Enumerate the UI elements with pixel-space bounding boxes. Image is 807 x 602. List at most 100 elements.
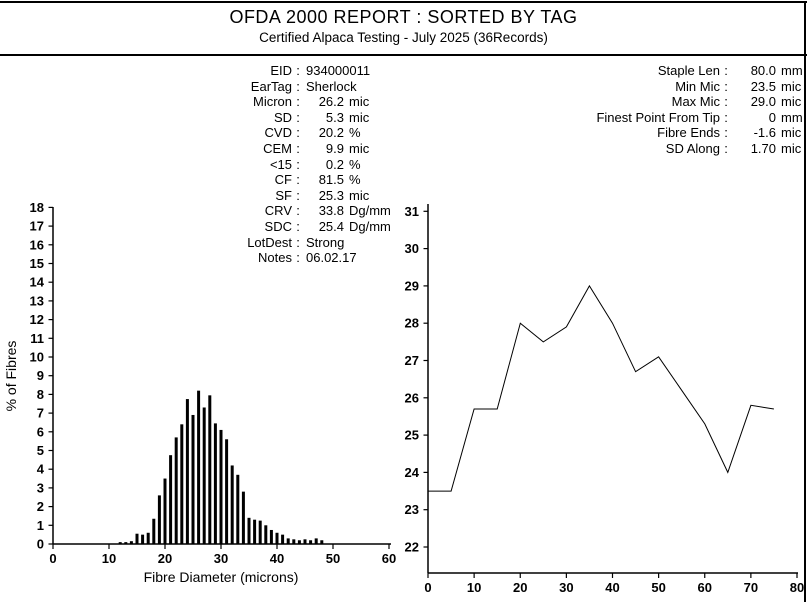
stat-label: Micron (252, 94, 292, 110)
sample-stat-row: Notes:06.02.17 (120, 250, 391, 266)
stat-colon: : (296, 234, 300, 250)
stat-label: Max Mic (671, 94, 720, 110)
x-tick-label: 10 (467, 580, 481, 595)
stat-colon: : (296, 218, 300, 234)
stat-unit: mic (781, 140, 802, 156)
histogram-bar (191, 414, 195, 544)
stat-colon: : (296, 109, 300, 125)
stat-value: 81.5 (318, 172, 344, 188)
sample-stat-row: SDC: 25.4 Dg/mm (120, 219, 391, 235)
y-tick-label: 24 (405, 465, 420, 480)
stat-label: Min Mic (675, 78, 720, 94)
sample-stat-row: CF: 81.5% (120, 172, 391, 188)
micron-along-staple-chart: 22 23 24 25 26 27 28 29 30 31 0 10 20 30 40 50 60 70 80 (405, 204, 805, 595)
stat-colon: : (296, 63, 300, 78)
stat-value: 80.0 (750, 63, 776, 78)
histogram-bar (253, 519, 257, 544)
histogram-bar (219, 429, 223, 544)
stat-value: 934000011 (306, 63, 371, 78)
stat-colon: : (296, 187, 300, 203)
histogram-bar (208, 395, 212, 544)
histogram-bar (124, 542, 128, 544)
sample-stats-block: EID:934000011 EarTag: Sherlock Micron:26.2 m… (120, 63, 391, 266)
histogram-bar (202, 407, 206, 544)
stat-label: Staple Len (657, 63, 720, 78)
x-tick-label: 50 (651, 580, 665, 595)
histogram-bar (258, 520, 262, 544)
histogram-bar (185, 399, 189, 544)
histogram-bar (241, 491, 245, 544)
y-tick-label: 25 (405, 428, 419, 443)
histogram-bar (264, 525, 268, 544)
stat-label: CEM (263, 140, 292, 156)
x-tick-label: 10 (102, 551, 116, 566)
x-tick-label: 40 (270, 551, 284, 566)
stat-value: 06.02.17 (306, 250, 357, 266)
x-tick-label: 0 (49, 551, 56, 566)
stat-label: <15 (269, 156, 292, 172)
x-tick-label: 0 (424, 580, 431, 595)
stat-value: Sherlock (306, 78, 357, 94)
x-tick-label: 20 (513, 580, 527, 595)
x-tick-label: 50 (326, 551, 340, 566)
staple-stat-row: Min Mic: 23.5 mic (552, 79, 803, 95)
stat-value: 0.2 (325, 156, 344, 172)
stat-unit: % (349, 156, 361, 172)
stat-unit: % (349, 172, 361, 188)
histogram-bar (163, 478, 167, 544)
y-tick-label: 31 (405, 204, 419, 219)
histogram-bar (169, 455, 173, 544)
stat-value: -1.6 (753, 125, 776, 141)
histogram-bar (118, 542, 122, 544)
stat-value: 25.4 (318, 218, 344, 234)
stat-colon: : (296, 78, 300, 94)
sample-stat-row: CRV: 33.8 Dg/mm (120, 203, 391, 219)
y-tick-label: 16 (30, 237, 44, 252)
histogram-bar (213, 423, 217, 544)
histogram-bar (247, 517, 251, 544)
stat-value: 5.3 (325, 109, 344, 125)
stat-unit: mm (781, 63, 803, 78)
y-tick-label: 7 (37, 406, 44, 421)
report-header: OFDA 2000 REPORT : SORTED BY TAG Certifi… (0, 5, 807, 47)
staple-stats-block: Staple Len: 80.0 mm Min Mic:23.5 mic Max Mic:… (552, 63, 803, 157)
stat-value: 9.9 (325, 140, 344, 156)
y-tick-label: 10 (30, 350, 44, 365)
histogram-bar (129, 541, 133, 544)
stat-unit: mic (349, 109, 370, 125)
y-axis-title: % of Fibres (3, 341, 19, 412)
y-tick-label: 26 (405, 390, 419, 405)
stat-label: LotDest (247, 234, 292, 250)
stat-unit: mic (349, 94, 370, 110)
stat-label: SF (275, 187, 292, 203)
histogram-bar (152, 518, 156, 544)
stat-value: 20.2 (318, 125, 344, 141)
stat-colon: : (724, 63, 728, 78)
y-tick-label: 1 (37, 518, 44, 533)
x-tick-label: 20 (158, 551, 172, 566)
stat-unit: mic (781, 125, 802, 141)
header-divider (0, 54, 807, 56)
histogram-bar (174, 437, 178, 544)
stat-colon: : (296, 203, 300, 219)
histogram-bar (320, 540, 324, 544)
stat-label: CRV (264, 203, 292, 219)
stat-unit: Dg/mm (349, 203, 391, 219)
stat-colon: : (724, 78, 728, 94)
stat-label: SD Along (665, 140, 720, 156)
stat-value: 26.2 (318, 94, 344, 110)
stat-label: Notes (258, 250, 292, 266)
stat-colon: : (724, 140, 728, 156)
histogram-bar (292, 539, 296, 544)
y-tick-label: 11 (30, 331, 44, 346)
stat-label: SD (273, 109, 292, 125)
y-tick-label: 2 (37, 499, 44, 514)
stat-unit: Dg/mm (349, 218, 391, 234)
x-tick-label: 30 (559, 580, 573, 595)
sample-stat-row: Micron: 26.2 mic (120, 94, 391, 110)
x-axis-title: Fibre Diameter (microns) (144, 569, 299, 585)
y-tick-label: 14 (30, 275, 45, 290)
stat-label: Fibre Ends (657, 125, 720, 141)
stat-colon: : (296, 125, 300, 141)
